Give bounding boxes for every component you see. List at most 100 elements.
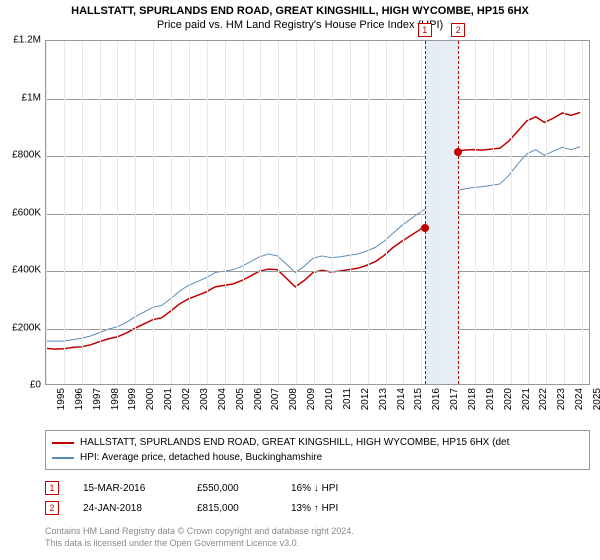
x-tick-label: 2018 xyxy=(467,388,478,410)
x-tick-label: 1998 xyxy=(110,388,121,410)
gridline-v xyxy=(64,41,65,384)
x-tick-label: 2010 xyxy=(324,388,335,410)
legend-label: HPI: Average price, detached house, Buck… xyxy=(80,450,322,465)
gridline-h xyxy=(46,329,589,330)
chart-subtitle: Price paid vs. HM Land Registry's House … xyxy=(8,18,592,32)
gridline-v xyxy=(368,41,369,384)
x-tick-label: 2000 xyxy=(145,388,156,410)
gridline-v xyxy=(314,41,315,384)
marker-label-box: 1 xyxy=(418,23,432,37)
x-tick-label: 2005 xyxy=(235,388,246,410)
marker-dashline xyxy=(458,41,459,384)
gridline-v xyxy=(546,41,547,384)
gridline-v xyxy=(207,41,208,384)
legend-and-footer: HALLSTATT, SPURLANDS END ROAD, GREAT KIN… xyxy=(45,430,590,549)
gridline-v xyxy=(582,41,583,384)
data-point-price: £815,000 xyxy=(197,503,267,514)
plot-area: 12 xyxy=(45,40,590,385)
x-tick-label: 2001 xyxy=(163,388,174,410)
marker-dashline xyxy=(425,41,426,384)
y-tick-label: £1M xyxy=(22,92,41,103)
gridline-v xyxy=(493,41,494,384)
gridline-h xyxy=(46,156,589,157)
gridline-v xyxy=(564,41,565,384)
gridline-v xyxy=(296,41,297,384)
legend-swatch xyxy=(52,457,74,459)
gridline-v xyxy=(350,41,351,384)
gridline-v xyxy=(82,41,83,384)
x-tick-label: 1999 xyxy=(128,388,139,410)
data-point-delta: 13% ↑ HPI xyxy=(291,503,338,514)
data-point-row: 2 24-JAN-2018 £815,000 13% ↑ HPI xyxy=(45,498,590,518)
gridline-v xyxy=(403,41,404,384)
x-tick-label: 2017 xyxy=(449,388,460,410)
gridline-h xyxy=(46,271,589,272)
gridline-v xyxy=(475,41,476,384)
legend-swatch xyxy=(52,442,74,444)
gridline-v xyxy=(386,41,387,384)
gridline-v xyxy=(135,41,136,384)
data-point-date: 24-JAN-2018 xyxy=(83,503,173,514)
x-tick-label: 2002 xyxy=(181,388,192,410)
legend-row: HPI: Average price, detached house, Buck… xyxy=(52,450,583,465)
x-tick-label: 1996 xyxy=(74,388,85,410)
x-tick-label: 2020 xyxy=(503,388,514,410)
chart-title: HALLSTATT, SPURLANDS END ROAD, GREAT KIN… xyxy=(8,4,592,18)
x-tick-label: 2016 xyxy=(431,388,442,410)
x-tick-label: 2003 xyxy=(199,388,210,410)
x-tick-label: 2015 xyxy=(414,388,425,410)
x-tick-label: 2012 xyxy=(360,388,371,410)
data-point-marker: 1 xyxy=(45,481,59,495)
footer-line1: Contains HM Land Registry data © Crown c… xyxy=(45,526,590,538)
gridline-v xyxy=(528,41,529,384)
y-tick-label: £200K xyxy=(12,322,41,333)
data-point-delta: 16% ↓ HPI xyxy=(291,483,338,494)
highlight-band xyxy=(425,41,458,384)
data-point-price: £550,000 xyxy=(197,483,267,494)
gridline-h xyxy=(46,99,589,100)
legend-row: HALLSTATT, SPURLANDS END ROAD, GREAT KIN… xyxy=(52,435,583,450)
marker-label-box: 2 xyxy=(451,23,465,37)
gridline-v xyxy=(189,41,190,384)
x-tick-label: 1995 xyxy=(56,388,67,410)
y-tick-label: £800K xyxy=(12,150,41,161)
x-tick-label: 2006 xyxy=(253,388,264,410)
x-tick-label: 2025 xyxy=(592,388,600,410)
gridline-v xyxy=(421,41,422,384)
x-tick-label: 2023 xyxy=(556,388,567,410)
y-tick-label: £1.2M xyxy=(13,35,41,46)
x-tick-label: 1997 xyxy=(92,388,103,410)
y-axis: £0£200K£400K£600K£800K£1M£1.2M xyxy=(0,40,45,385)
x-tick-label: 2007 xyxy=(271,388,282,410)
x-tick-label: 2019 xyxy=(485,388,496,410)
marker-dot xyxy=(454,148,462,156)
gridline-v xyxy=(171,41,172,384)
x-axis: 1995 1996 1997 1998 1999 2000 2001 2002 2003 2004… xyxy=(45,388,590,433)
x-tick-label: 2004 xyxy=(217,388,228,410)
x-tick-label: 2024 xyxy=(574,388,585,410)
gridline-v xyxy=(243,41,244,384)
legend-label: HALLSTATT, SPURLANDS END ROAD, GREAT KIN… xyxy=(80,435,509,450)
data-point-table: 1 15-MAR-2016 £550,000 16% ↓ HPI 2 24-JAN-201… xyxy=(45,478,590,518)
x-tick-label: 2022 xyxy=(539,388,550,410)
legend-box: HALLSTATT, SPURLANDS END ROAD, GREAT KIN… xyxy=(45,430,590,470)
footer-line2: This data is licensed under the Open Gov… xyxy=(45,538,590,550)
data-point-marker: 2 xyxy=(45,501,59,515)
y-tick-label: £0 xyxy=(30,380,41,391)
gridline-v xyxy=(511,41,512,384)
gridline-v xyxy=(278,41,279,384)
data-point-row: 1 15-MAR-2016 £550,000 16% ↓ HPI xyxy=(45,478,590,498)
gridline-v xyxy=(225,41,226,384)
x-tick-label: 2013 xyxy=(378,388,389,410)
gridline-v xyxy=(46,41,47,384)
x-tick-label: 2021 xyxy=(521,388,532,410)
title-block: HALLSTATT, SPURLANDS END ROAD, GREAT KIN… xyxy=(0,0,600,35)
gridline-v xyxy=(332,41,333,384)
data-point-date: 15-MAR-2016 xyxy=(83,483,173,494)
marker-dot xyxy=(421,224,429,232)
gridline-v xyxy=(153,41,154,384)
x-tick-label: 2008 xyxy=(288,388,299,410)
x-tick-label: 2011 xyxy=(342,388,353,410)
x-tick-label: 2009 xyxy=(306,388,317,410)
gridline-h xyxy=(46,214,589,215)
